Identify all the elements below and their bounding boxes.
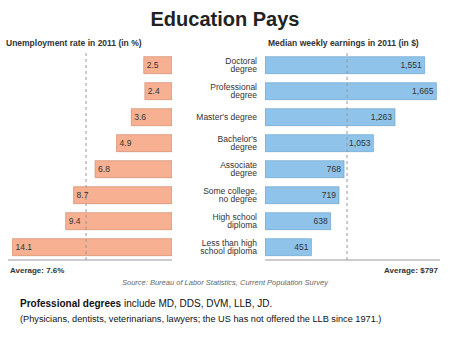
svg-text:3.6: 3.6	[134, 112, 146, 122]
svg-text:638: 638	[313, 216, 327, 226]
svg-text:451: 451	[294, 242, 308, 252]
html-text:Average: $797: Average: $797	[384, 266, 438, 275]
svg-text:719: 719	[322, 190, 336, 200]
svg-text:768: 768	[327, 164, 341, 174]
svg-text:1,665: 1,665	[412, 86, 434, 96]
svg-text:Doctoraldegree: Doctoraldegree	[225, 56, 257, 75]
html-text:(Physicians, dentists, veterin: (Physicians, dentists, veterinarians, la…	[20, 314, 382, 324]
svg-text:Associatedegree: Associatedegree	[220, 160, 257, 179]
svg-text:1,053: 1,053	[349, 138, 371, 148]
svg-text:Bachelor'sdegree: Bachelor'sdegree	[218, 134, 258, 153]
html-text:Professional degrees include M: Professional degrees include MD, DDS, DV…	[20, 298, 273, 309]
html-text:Average: 7.6%: Average: 7.6%	[10, 266, 65, 275]
svg-text:4.9: 4.9	[120, 138, 132, 148]
html-text:Unemployment rate in 2011 (in: Unemployment rate in 2011 (in %)	[6, 38, 142, 48]
svg-text:Master's degree: Master's degree	[196, 112, 257, 122]
svg-text:14.1: 14.1	[16, 242, 33, 252]
html-text:Source: Bureau of Labor Statis: Source: Bureau of Labor Statistics, Curr…	[122, 278, 328, 287]
svg-text:1,551: 1,551	[400, 60, 422, 70]
html-text:Education Pays: Education Pays	[150, 8, 300, 30]
svg-text:1,263: 1,263	[371, 112, 393, 122]
html-text:Median weekly earnings in 2011: Median weekly earnings in 2011 (in $)	[268, 38, 419, 48]
svg-text:Some college,no degree: Some college,no degree	[203, 186, 257, 205]
svg-text:Less than highschool diploma: Less than highschool diploma	[200, 238, 257, 257]
svg-text:8.7: 8.7	[77, 190, 89, 200]
svg-text:High schooldiploma: High schooldiploma	[213, 212, 258, 231]
svg-text:9.4: 9.4	[69, 216, 81, 226]
svg-text:6.8: 6.8	[98, 164, 110, 174]
svg-text:2.5: 2.5	[147, 60, 159, 70]
svg-text:2.4: 2.4	[148, 86, 160, 96]
svg-text:Professionaldegree: Professionaldegree	[210, 82, 257, 101]
